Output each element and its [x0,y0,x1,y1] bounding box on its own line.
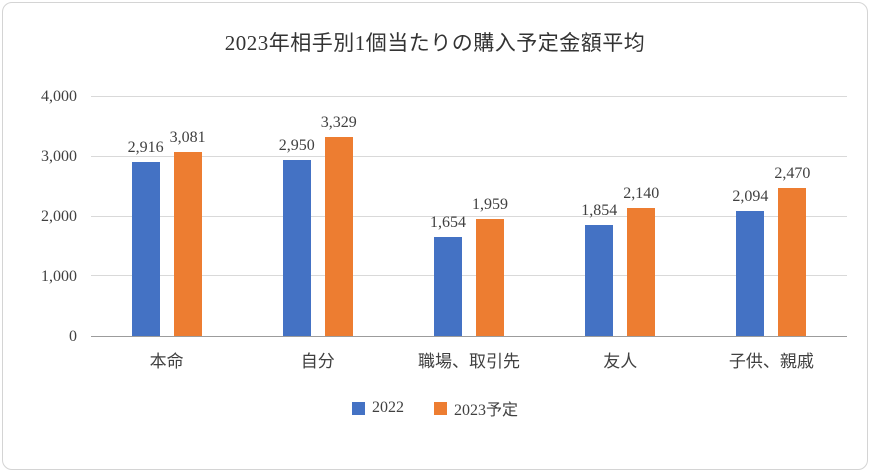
bar-value-label: 2,470 [774,165,811,183]
bar-value-label: 2,094 [732,187,769,205]
y-tick-label: 0 [69,328,77,345]
bar-series-2022: 2,916 [128,139,164,336]
bar-series-2022: 2,094 [732,188,768,336]
x-category-label: 本命 [149,352,184,371]
bar-value-label: 2,140 [623,185,660,203]
bar-value-label: 2,950 [278,136,315,154]
x-category-label: 子供、親戚 [728,352,814,371]
chart-title: 2023年相手別1個当たりの購入予定金額平均 [224,31,646,55]
bar-group: 1,654 1,959 [393,97,544,336]
bar-series-2023予定: 1,959 [472,196,508,336]
plot-area: 2,916 3,081 2,950 3,329 1,654 1,959 1,854 2,140… [91,96,847,337]
bar-group: 2,094 2,470 [696,97,847,336]
legend-item: 2022 [351,399,404,417]
legend-label: 2023予定 [453,402,518,419]
bar-group: 2,916 3,081 [91,97,242,336]
bar-series-2023予定: 3,081 [170,129,206,336]
bar-series-2023予定: 2,470 [774,166,810,336]
legend-swatch [351,401,365,415]
legend-item: 2023予定 [433,396,518,420]
bar-series-2022: 2,950 [279,137,315,336]
legend-label: 2022 [371,399,404,416]
y-tick-label: 4,000 [41,88,77,105]
bar-value-label: 3,081 [169,128,206,146]
bar-value-label: 1,959 [472,195,508,213]
bar-series-2022: 1,854 [581,203,617,336]
legend: 2022 2023予定 [3,396,867,420]
bar-group: 2,950 3,329 [242,97,393,336]
gridline [91,155,847,157]
x-category-label: 職場、取引先 [418,352,520,371]
bar-series-2023予定: 2,140 [623,186,659,336]
y-tick-label: 2,000 [41,208,77,225]
bar-value-label: 2,916 [127,138,164,156]
x-category-label: 友人 [603,352,638,371]
y-tick-label: 1,000 [41,268,77,285]
gridline [91,96,847,97]
bar-series-2022: 1,654 [430,215,466,336]
bar-value-label: 1,854 [581,202,618,220]
bar-value-label: 3,329 [320,114,357,132]
gridline [91,275,847,277]
bar-series-2023予定: 3,329 [321,115,357,336]
bar-value-label: 1,654 [430,214,466,232]
x-axis: 本命 自分 職場、取引先 友人 子供、親戚 [91,337,847,372]
y-axis: 0 1,000 2,000 3,000 4,000 [3,89,91,345]
legend-swatch [433,401,447,415]
bar-group: 1,854 2,140 [545,97,696,336]
plot-row: 0 1,000 2,000 3,000 4,000 2,916 3,081 2,950 3,3… [3,89,847,345]
x-category-label: 自分 [300,352,335,371]
y-tick-label: 3,000 [41,148,77,165]
gridline [91,215,847,217]
